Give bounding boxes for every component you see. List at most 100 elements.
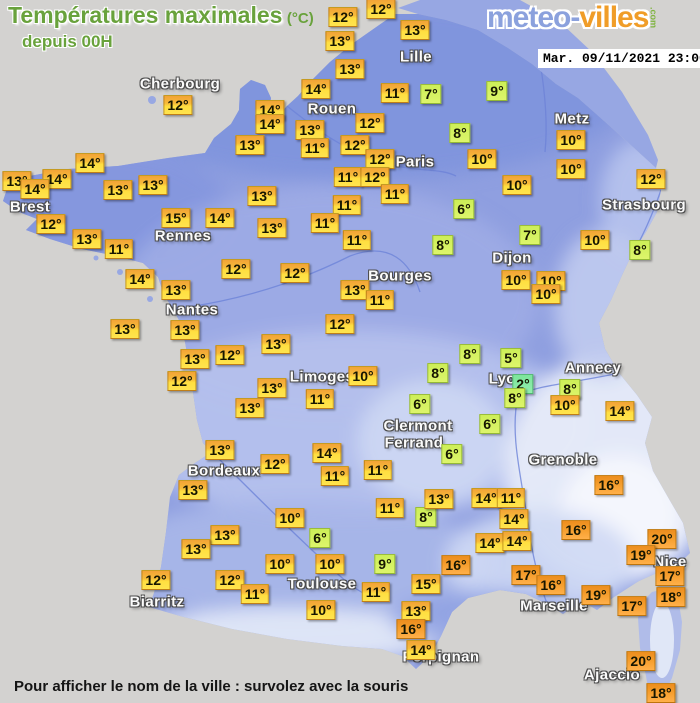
temp-label[interactable]: 9°: [486, 81, 508, 101]
temp-label[interactable]: 12°: [167, 371, 197, 391]
temp-label[interactable]: 10°: [265, 554, 295, 574]
temp-label[interactable]: 8°: [504, 388, 526, 408]
temp-label[interactable]: 12°: [328, 7, 358, 27]
temp-label[interactable]: 13°: [247, 186, 277, 206]
temp-label[interactable]: 17°: [511, 565, 541, 585]
temp-label[interactable]: 7°: [519, 225, 541, 245]
temp-label[interactable]: 10°: [502, 175, 532, 195]
temp-label[interactable]: 16°: [594, 475, 624, 495]
temp-label[interactable]: 13°: [72, 229, 102, 249]
temp-label[interactable]: 12°: [365, 149, 395, 169]
temp-label[interactable]: 12°: [280, 263, 310, 283]
temp-label[interactable]: 13°: [161, 280, 191, 300]
temp-label[interactable]: 14°: [312, 443, 342, 463]
temp-label[interactable]: 13°: [261, 334, 291, 354]
temp-label[interactable]: 13°: [257, 218, 287, 238]
temp-label[interactable]: 20°: [626, 651, 656, 671]
temp-label[interactable]: 8°: [559, 379, 581, 399]
temp-label[interactable]: 11°: [310, 213, 340, 233]
temp-label[interactable]: 12°: [221, 259, 251, 279]
temp-label[interactable]: 10°: [315, 554, 345, 574]
temp-label[interactable]: 8°: [629, 240, 651, 260]
corsica-island[interactable]: [638, 588, 682, 700]
temp-label[interactable]: 20°: [647, 529, 677, 549]
temp-label[interactable]: 11°: [380, 83, 410, 103]
temp-label[interactable]: 12°: [355, 113, 385, 133]
temp-label[interactable]: 11°: [305, 389, 335, 409]
temp-label[interactable]: 11°: [365, 290, 395, 310]
temp-label[interactable]: 11°: [375, 498, 405, 518]
temp-label[interactable]: 9°: [374, 554, 396, 574]
temp-label[interactable]: 14°: [406, 640, 436, 660]
temp-label[interactable]: 10°: [556, 130, 586, 150]
temp-label[interactable]: 10°: [550, 395, 580, 415]
temp-label[interactable]: 11°: [361, 582, 391, 602]
temp-label[interactable]: 6°: [409, 394, 431, 414]
temp-label[interactable]: 11°: [332, 195, 362, 215]
temp-label[interactable]: 6°: [441, 444, 463, 464]
temp-label[interactable]: 8°: [432, 235, 454, 255]
temp-label[interactable]: 12°: [163, 95, 193, 115]
temp-label[interactable]: 8°: [449, 123, 471, 143]
temp-label[interactable]: 15°: [411, 574, 441, 594]
temp-label[interactable]: 13°: [257, 378, 287, 398]
temp-label[interactable]: 12°: [215, 570, 245, 590]
temp-label[interactable]: 8°: [427, 363, 449, 383]
temp-label[interactable]: 8°: [415, 507, 437, 527]
temp-label[interactable]: 12°: [360, 167, 390, 187]
temp-label[interactable]: 13°: [180, 349, 210, 369]
temp-label[interactable]: 13°: [210, 525, 240, 545]
temp-label[interactable]: 14°: [42, 169, 72, 189]
temp-label[interactable]: 15°: [161, 208, 191, 228]
temp-label[interactable]: 10°: [467, 149, 497, 169]
temp-label[interactable]: 17°: [655, 566, 685, 586]
temp-label[interactable]: 7°: [420, 84, 442, 104]
temp-label[interactable]: 12°: [260, 454, 290, 474]
temp-label[interactable]: 18°: [646, 683, 676, 703]
temp-label[interactable]: 11°: [342, 230, 372, 250]
temp-label[interactable]: 11°: [300, 138, 330, 158]
temp-label[interactable]: 13°: [235, 398, 265, 418]
temp-label[interactable]: 13°: [325, 31, 355, 51]
temp-label[interactable]: 19°: [626, 545, 656, 565]
temp-label[interactable]: 5°: [500, 348, 522, 368]
temp-label[interactable]: 14°: [205, 208, 235, 228]
temp-label[interactable]: 13°: [424, 489, 454, 509]
temp-label[interactable]: 14°: [499, 509, 529, 529]
temp-label[interactable]: 14°: [471, 488, 501, 508]
temp-label[interactable]: 13°: [181, 539, 211, 559]
meteo-villes-logo[interactable]: meteo-villes.com: [487, 1, 658, 35]
temp-label[interactable]: 10°: [275, 508, 305, 528]
temp-label[interactable]: 13°: [335, 59, 365, 79]
temp-label[interactable]: 14°: [475, 533, 505, 553]
temp-label[interactable]: 6°: [453, 199, 475, 219]
temp-label[interactable]: 10°: [501, 270, 531, 290]
temp-label[interactable]: 14°: [502, 531, 532, 551]
temp-label[interactable]: 16°: [396, 619, 426, 639]
temp-label[interactable]: 13°: [400, 20, 430, 40]
temp-label[interactable]: 10°: [531, 284, 561, 304]
temp-label[interactable]: 14°: [125, 269, 155, 289]
temp-label[interactable]: 16°: [536, 575, 566, 595]
temp-label[interactable]: 6°: [479, 414, 501, 434]
temp-label[interactable]: 12°: [141, 570, 171, 590]
temp-label[interactable]: 8°: [459, 344, 481, 364]
temp-label[interactable]: 11°: [320, 466, 350, 486]
temp-label[interactable]: 13°: [235, 135, 265, 155]
temp-label[interactable]: 12°: [366, 0, 396, 19]
temp-label[interactable]: 13°: [205, 440, 235, 460]
temp-label[interactable]: 12°: [636, 169, 666, 189]
temp-label[interactable]: 10°: [580, 230, 610, 250]
temp-label[interactable]: 16°: [561, 520, 591, 540]
temp-label[interactable]: 11°: [363, 460, 393, 480]
temp-label[interactable]: 13°: [295, 120, 325, 140]
temp-label[interactable]: 10°: [348, 366, 378, 386]
temp-label[interactable]: 11°: [104, 239, 134, 259]
temp-label[interactable]: 11°: [333, 167, 363, 187]
temp-label[interactable]: 6°: [309, 528, 331, 548]
temp-label[interactable]: 14°: [301, 79, 331, 99]
temp-label[interactable]: 11°: [380, 184, 410, 204]
temp-label[interactable]: 16°: [441, 555, 471, 575]
temp-label[interactable]: 12°: [325, 314, 355, 334]
temp-label[interactable]: 13°: [103, 180, 133, 200]
